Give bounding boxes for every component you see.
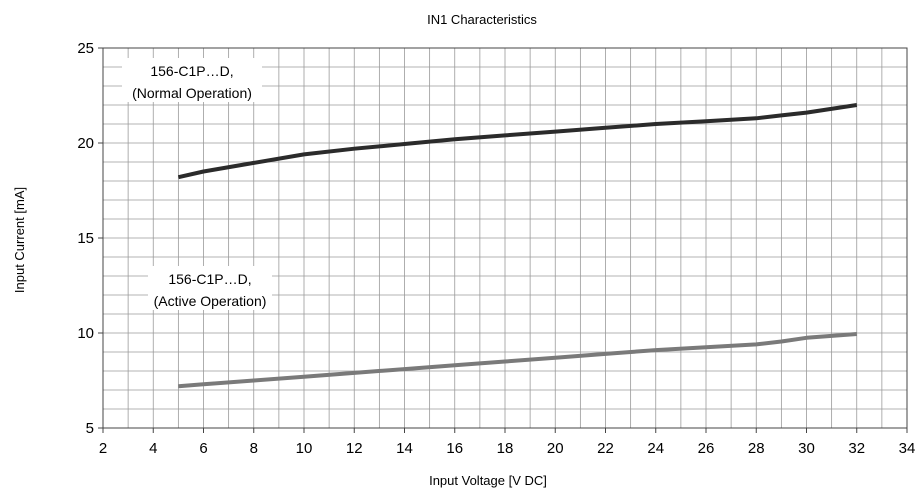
x-tick-label: 28 [748,440,765,457]
x-tick-label: 32 [848,440,865,457]
annotation-background [122,58,262,102]
x-tick-label: 34 [899,440,916,457]
x-tick-label: 30 [798,440,815,457]
x-tick-label: 24 [647,440,664,457]
x-tick-label: 26 [698,440,715,457]
series-annotation-1: 156-C1P…D, (Normal Operation) [122,58,262,102]
y-tick-label: 10 [77,325,94,342]
x-tick-label: 2 [99,440,107,457]
x-axis-label: Input Voltage [V DC] [429,473,547,488]
x-tick-label: 18 [497,440,514,457]
x-tick-label: 22 [597,440,614,457]
y-tick-label: 25 [77,40,94,57]
x-tick-label: 14 [396,440,413,457]
chart-title: IN1 Characteristics [427,12,537,27]
y-tick-labels: 5 10 15 20 25 [77,40,103,437]
grid [102,47,908,429]
y-tick-label: 15 [77,230,94,247]
series-annotation-2: 156-C1P…D, (Active Operation) [148,266,272,310]
annotation-text: 156-C1P…D, [150,63,233,79]
annotation-text: 156-C1P…D, [168,271,251,287]
y-tick-label: 5 [86,420,94,437]
series-line-2 [178,332,857,389]
annotation-text: (Active Operation) [154,293,267,309]
series-line-1 [177,103,858,180]
x-tick-label: 12 [346,440,363,457]
series-annotations: 156-C1P…D, (Normal Operation) 156-C1P…D, (A… [122,58,272,310]
y-tick-label: 20 [77,135,94,152]
series-lines [177,103,858,389]
x-tick-label: 20 [547,440,564,457]
y-axis-label: Input Current [mA] [12,187,27,293]
annotation-background [148,266,272,310]
x-tick-labels: 2 4 6 8 10 12 14 16 18 20 22 24 26 28 30 32 34 [99,428,916,457]
x-tick-label: 8 [250,440,258,457]
annotation-text: (Normal Operation) [132,85,252,101]
x-tick-label: 4 [149,440,157,457]
x-tick-label: 10 [296,440,313,457]
x-tick-label: 6 [199,440,207,457]
x-tick-label: 16 [446,440,463,457]
